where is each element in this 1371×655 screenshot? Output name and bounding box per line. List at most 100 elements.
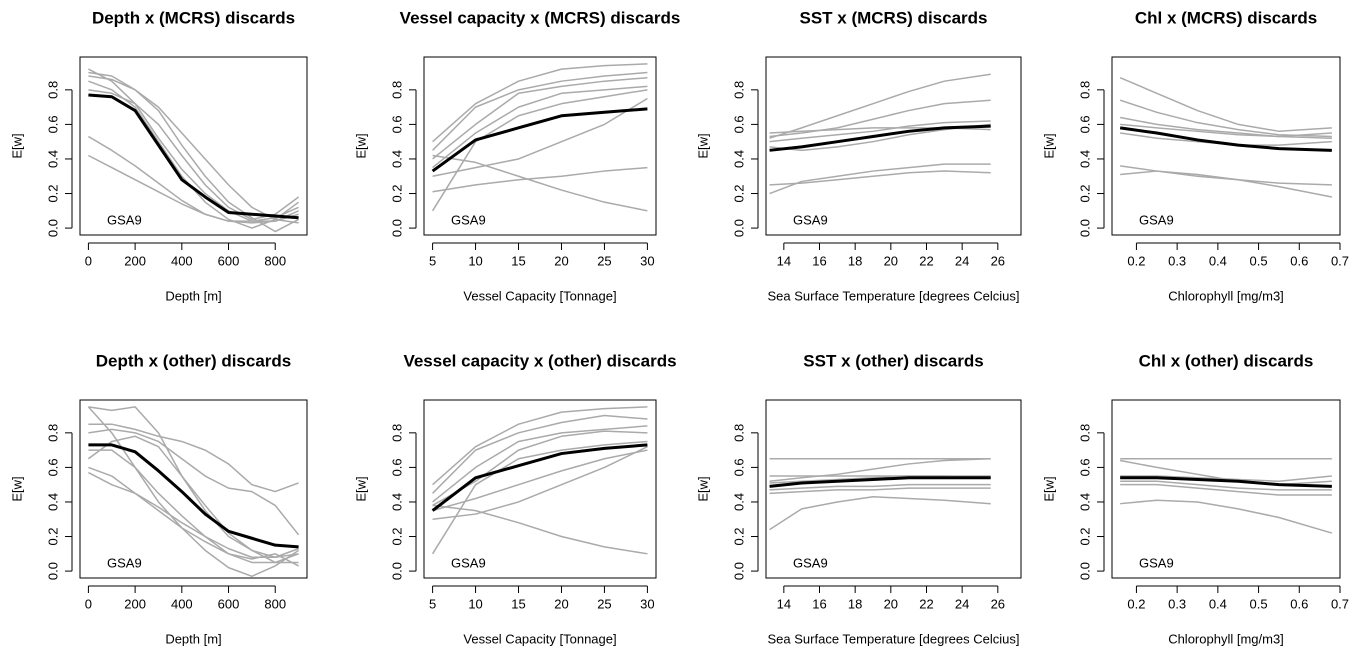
data-line	[1120, 499, 1333, 534]
panel-title: Depth x (MCRS) discards	[92, 8, 295, 27]
x-tick-label: 400	[171, 596, 193, 611]
x-tick-label: 26	[991, 596, 1005, 611]
data-line	[769, 120, 991, 143]
panel-title: SST x (MCRS) discards	[800, 8, 988, 27]
y-tick-label: 0.2	[1077, 184, 1092, 202]
x-tick-label: 200	[124, 253, 146, 268]
annotation: GSA9	[1139, 555, 1174, 570]
x-tick-label: 800	[264, 596, 286, 611]
x-tick-label: 0.5	[1250, 596, 1268, 611]
data-line	[431, 440, 648, 555]
x-tick-label: 0.2	[1127, 253, 1145, 268]
y-tick-label: 0.4	[1077, 493, 1092, 511]
data-line	[88, 423, 299, 493]
y-tick-label: 0.2	[731, 184, 746, 202]
data-line	[432, 449, 648, 512]
y-axis-label: E[w]	[1041, 133, 1056, 158]
plot-frame	[423, 56, 657, 236]
plot-frame	[423, 399, 657, 579]
y-tick-label: 0.4	[1077, 150, 1092, 168]
y-axis-label: E[w]	[695, 133, 710, 158]
data-line	[1120, 123, 1332, 138]
x-tick-label: 10	[468, 253, 482, 268]
x-tick-label: 600	[218, 596, 240, 611]
x-tick-label: 10	[468, 596, 482, 611]
y-tick-label: 0.0	[45, 219, 60, 237]
y-tick-label: 0.2	[45, 184, 60, 202]
y-axis-label: E[w]	[9, 476, 24, 501]
panel-title: Chl x (MCRS) discards	[1135, 8, 1317, 27]
x-tick-label: 30	[640, 253, 654, 268]
y-tick-label: 0.8	[1077, 424, 1092, 442]
x-tick-label: 0	[85, 596, 92, 611]
x-tick-label: 18	[848, 596, 862, 611]
data-line	[88, 466, 299, 564]
panel-title: Vessel capacity x (other) discards	[403, 351, 676, 370]
data-line	[769, 99, 991, 138]
plot-area	[431, 63, 648, 212]
x-tick-label: 18	[848, 253, 862, 268]
x-tick-label: 16	[812, 596, 826, 611]
y-tick-label: 0.8	[389, 424, 404, 442]
x-tick-label: 0.6	[1290, 253, 1308, 268]
x-tick-label: 26	[991, 253, 1005, 268]
data-line	[432, 166, 648, 193]
data-line	[432, 97, 648, 177]
data-line	[88, 75, 299, 224]
y-tick-label: 0.6	[1077, 115, 1092, 133]
plot-frame	[1111, 56, 1341, 236]
plot-frame	[1111, 399, 1341, 579]
plot-frame	[79, 56, 308, 236]
data-line	[432, 85, 648, 169]
data-line	[769, 476, 991, 488]
y-tick-label: 0.6	[389, 115, 404, 133]
x-tick-label: 15	[511, 253, 525, 268]
panel: SST x (other) discards Sea Surface Temper…	[695, 351, 1022, 646]
y-tick-label: 0.0	[731, 562, 746, 580]
data-line	[432, 425, 648, 503]
plot-area	[769, 73, 991, 195]
data-line	[769, 123, 991, 152]
y-tick-label: 0.0	[1077, 562, 1092, 580]
x-tick-label: 16	[812, 253, 826, 268]
y-tick-label: 0.4	[389, 493, 404, 511]
x-tick-label: 20	[884, 596, 898, 611]
y-tick-label: 0.4	[731, 493, 746, 511]
data-line	[432, 71, 648, 151]
annotation: GSA9	[793, 212, 828, 227]
data-line	[1120, 116, 1332, 139]
data-line	[88, 135, 299, 222]
data-line	[432, 445, 648, 520]
y-tick-label: 0.6	[1077, 458, 1092, 476]
plot-area	[87, 406, 300, 578]
data-line	[431, 107, 648, 173]
y-tick-label: 0.0	[731, 219, 746, 237]
data-line	[432, 406, 648, 486]
x-axis-label: Sea Surface Temperature [degrees Celcius…	[768, 631, 1020, 646]
x-tick-label: 0.4	[1209, 253, 1227, 268]
x-tick-label: 800	[264, 253, 286, 268]
panel: SST x (MCRS) discards Sea Surface Tempera…	[695, 8, 1022, 303]
data-line	[1120, 170, 1333, 198]
x-tick-label: 0.4	[1209, 596, 1227, 611]
x-axis-label: Vessel Capacity [Tonnage]	[463, 631, 616, 646]
data-line	[88, 449, 299, 567]
data-line	[88, 68, 299, 222]
plot-frame	[765, 399, 1022, 579]
y-tick-label: 0.6	[45, 458, 60, 476]
x-axis-label: Sea Surface Temperature [degrees Celcius…	[768, 288, 1020, 303]
data-line	[1119, 77, 1332, 133]
plot-area	[1119, 77, 1333, 198]
panel: Vessel capacity x (other) discards Vessel…	[353, 351, 676, 646]
plot-area	[88, 68, 300, 233]
x-tick-label: 20	[554, 596, 568, 611]
data-line	[1120, 480, 1332, 491]
x-tick-label: 0.6	[1290, 596, 1308, 611]
data-line	[1120, 475, 1332, 482]
data-line	[88, 71, 299, 233]
panel: Chl x (other) discards Chlorophyll [mg/m3…	[1041, 351, 1349, 646]
data-line	[432, 154, 648, 212]
y-tick-label: 0.8	[389, 81, 404, 99]
